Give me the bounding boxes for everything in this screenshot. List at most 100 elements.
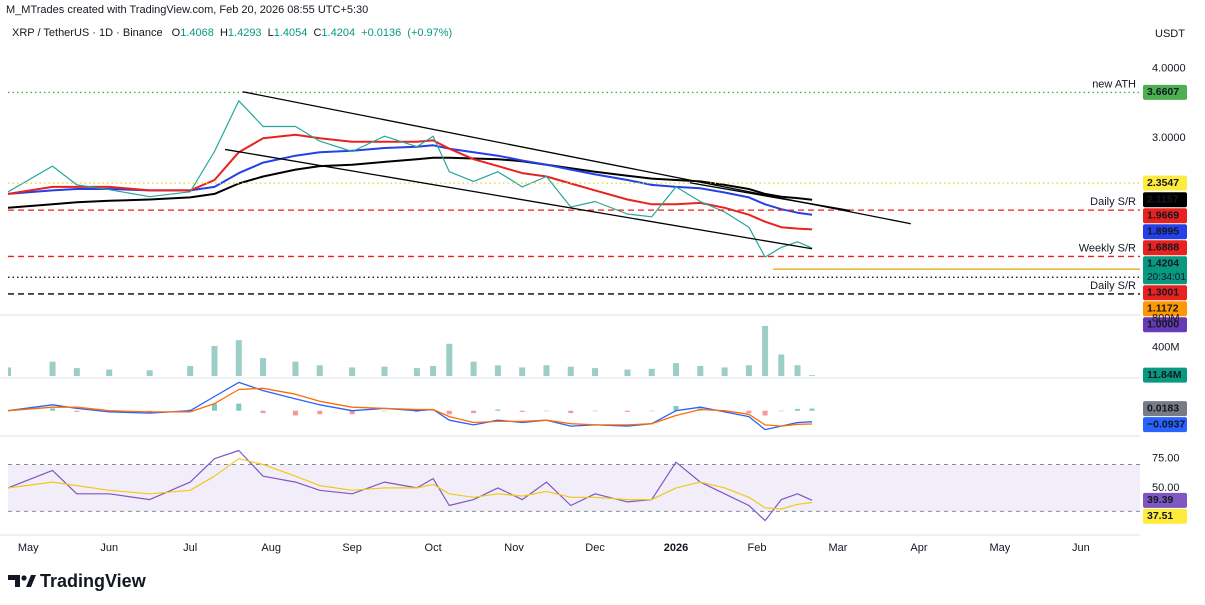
change: +0.0136 [361, 27, 401, 39]
volume-bar [381, 366, 388, 376]
histogram-bar [260, 410, 266, 414]
trendline [689, 182, 851, 212]
histogram-bar [778, 410, 784, 412]
price-tag-label: 2.3547 [1147, 177, 1179, 189]
volume-bar [235, 340, 242, 376]
brand[interactable]: TradingView [40, 571, 147, 591]
histogram-bar [211, 403, 217, 411]
volume-bar [430, 365, 437, 376]
price-tag [1143, 492, 1187, 508]
volume-bar [413, 368, 420, 376]
x-tick-label: May [18, 542, 39, 554]
symbol: XRP / TetherUS · 1D · Binance [12, 27, 163, 39]
price-tag-label: 1.4204 [1147, 258, 1179, 270]
price-tag-label: 1.9669 [1147, 210, 1179, 222]
volume-bar [292, 361, 299, 376]
price-tag [1143, 240, 1187, 256]
price-tag-label: 2.1157 [1147, 194, 1179, 206]
histogram-bar [746, 410, 752, 414]
histogram-bar [74, 410, 80, 412]
series-line [8, 144, 813, 216]
price-tag-label: 11.84M [1147, 369, 1182, 381]
price-tag [1143, 256, 1187, 285]
price-tag-label: 3.6607 [1147, 86, 1179, 98]
series-line [8, 381, 813, 431]
x-tick-label: May [990, 542, 1011, 554]
x-tick-label: Feb [748, 542, 767, 554]
volume-bar [187, 365, 194, 376]
histogram-bar [809, 408, 815, 411]
currency[interactable]: USDT [1155, 28, 1185, 40]
price-tag-label: 1.6888 [1147, 242, 1179, 254]
ohlc-value: 1.4054 [274, 27, 308, 39]
y-tick-label: 50.00 [1152, 482, 1180, 494]
change-pct: (+0.97%) [407, 27, 452, 39]
volume-bar [543, 365, 550, 376]
price-tag [1143, 508, 1187, 524]
price-tag [1143, 84, 1187, 100]
price-tag-label: 39.39 [1147, 494, 1173, 506]
volume-bar [778, 354, 785, 376]
price-tag-label: −0.0937 [1147, 418, 1185, 430]
price-tag [1143, 317, 1187, 333]
volume-bar [494, 365, 501, 376]
volume-bar [567, 366, 574, 376]
volume-bar [519, 367, 526, 376]
price-tag [1143, 301, 1187, 317]
volume-bar [106, 369, 113, 376]
volume-bar [260, 358, 267, 376]
price-tag-label: 1.1172 [1147, 303, 1179, 315]
y-tick-label: 3.0000 [1152, 132, 1186, 144]
series-line [8, 387, 813, 427]
histogram-bar [446, 410, 452, 415]
ohlc-value: 1.4293 [228, 27, 262, 39]
volume-bar [316, 365, 323, 376]
x-tick-label: Oct [425, 542, 442, 554]
histogram-bar [794, 408, 800, 411]
price-tag [1143, 367, 1187, 383]
countdown: 20:34:01 [1147, 272, 1186, 283]
x-tick-label: Jul [183, 542, 197, 554]
volume-bar [146, 370, 153, 376]
ohlc-key: O [172, 27, 181, 39]
volume-bar [349, 367, 356, 376]
trendline [224, 148, 813, 250]
symbol-legend: XRP / TetherUS · 1D · Binance O1.4068 H1… [12, 27, 452, 39]
ohlc-key: H [220, 27, 228, 39]
price-tag-label: 37.51 [1147, 510, 1173, 522]
volume-bar [721, 367, 728, 376]
y-tick-label: 75.00 [1152, 453, 1180, 465]
price-tag [1143, 175, 1187, 191]
ohlc-value: 1.4204 [321, 27, 355, 39]
volume-bar [648, 368, 655, 376]
ohlc-value: 1.4068 [180, 27, 214, 39]
histogram-bar [50, 408, 56, 411]
pane [8, 381, 815, 431]
ohlc-key: C [313, 27, 321, 39]
level-label: Daily S/R [1090, 196, 1136, 208]
volume-bar [73, 368, 80, 376]
price-tag [1143, 208, 1187, 224]
price-tag-label: 1.8995 [1147, 226, 1179, 238]
credit: M_MTrades created with TradingView.com, … [6, 4, 368, 16]
volume-bar [673, 363, 680, 376]
price-tag [1143, 224, 1187, 240]
price-tag [1143, 285, 1187, 301]
price-tag-label: 1.3001 [1147, 287, 1179, 299]
histogram-bar [430, 410, 436, 412]
y-tick-label: 400M [1152, 341, 1180, 353]
x-tick-label: Dec [585, 542, 605, 554]
volume-bar [745, 365, 752, 376]
y-tick-label: 4.0000 [1152, 63, 1186, 75]
pane [8, 325, 816, 376]
x-tick-label: Nov [504, 542, 524, 554]
volume-bar [49, 361, 56, 376]
histogram-bar [543, 410, 549, 412]
volume-bar [470, 361, 477, 376]
price-tag [1143, 417, 1187, 433]
x-tick-label: Mar [828, 542, 847, 554]
histogram-bar [292, 410, 298, 416]
histogram-bar [649, 410, 655, 412]
price-tag [1143, 192, 1187, 208]
price-tag-label: 1.0000 [1147, 319, 1179, 331]
